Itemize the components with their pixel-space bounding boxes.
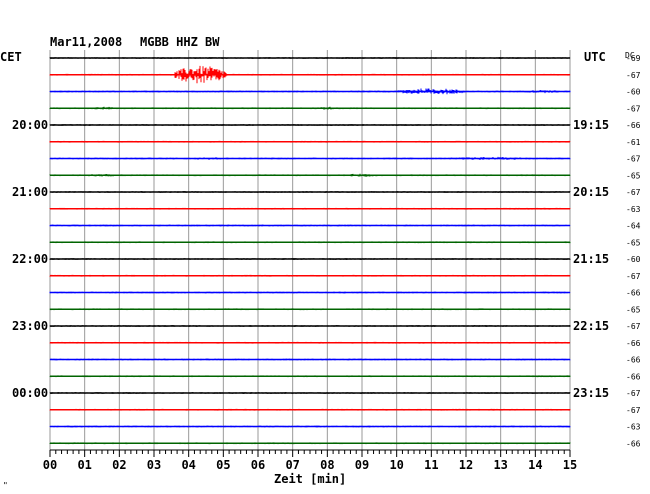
dc-offset-label: -66 [626, 439, 641, 448]
right-time-label: 23:15 [573, 386, 609, 400]
dc-offset-label: -67 [626, 272, 641, 281]
dc-offset-label: -66 [626, 121, 641, 130]
dc-offset-label: -67 [626, 322, 641, 331]
x-tick-label: 06 [251, 458, 265, 472]
x-tick-label: 07 [285, 458, 299, 472]
left-time-label: 21:00 [12, 185, 48, 199]
dc-offset-label: -65 [626, 238, 641, 247]
x-tick-label: 03 [147, 458, 161, 472]
dc-offset-label: -66 [626, 289, 641, 298]
dc-offset-label: -66 [626, 356, 641, 365]
dc-offset-label: -61 [626, 138, 641, 147]
left-time-label: 00:00 [12, 386, 48, 400]
dc-label: DC [625, 51, 635, 60]
left-time-label: 22:00 [12, 252, 48, 266]
traces: -69 -67 -60 -67 -66 -61 -67 -65 -67 -63 -64 -65 -60 -… [49, 54, 641, 448]
dc-offset-label: -67 [626, 155, 641, 164]
right-time-label: 20:15 [573, 185, 609, 199]
dc-offset-label: -63 [626, 205, 641, 214]
x-tick-label: 09 [355, 458, 369, 472]
x-tick-label: 02 [112, 458, 126, 472]
dc-offset-label: -67 [626, 389, 641, 398]
header-date: Mar11,2008 [50, 35, 122, 49]
dc-offset-label: -67 [626, 188, 641, 197]
right-timezone: UTC [584, 50, 606, 64]
dc-offset-label: -60 [626, 255, 641, 264]
labels: Mar11,2008 MGBB HHZ BW CET UTC DC Zeit [… [0, 35, 635, 490]
dc-offset-label: -64 [626, 222, 641, 231]
x-tick-label: 05 [216, 458, 230, 472]
x-tick-label: 08 [320, 458, 334, 472]
dc-offset-label: -66 [626, 339, 641, 348]
x-tick-label: 01 [77, 458, 91, 472]
dc-offset-label: -67 [626, 104, 641, 113]
x-tick-label: 11 [424, 458, 438, 472]
dc-offset-label: -66 [626, 372, 641, 381]
x-axis: 00 01 02 03 04 05 06 07 08 09 10 11 12 13 14 15 [43, 449, 577, 472]
left-timezone: CET [0, 50, 22, 64]
grid [49, 50, 571, 450]
left-time-label: 23:00 [12, 319, 48, 333]
dc-offset-label: -65 [626, 305, 641, 314]
header-station: MGBB HHZ BW [140, 35, 220, 49]
dc-offset-label: -65 [626, 171, 641, 180]
dc-offset-label: -69 [626, 54, 641, 63]
dc-offset-label: -67 [626, 71, 641, 80]
x-tick-label: 14 [528, 458, 542, 472]
x-tick-label: 04 [181, 458, 195, 472]
x-axis-label: Zeit [min] [274, 472, 346, 486]
right-time-label: 22:15 [573, 319, 609, 333]
x-tick-label: 13 [493, 458, 507, 472]
x-tick-label: 00 [43, 458, 57, 472]
dc-offset-label: -63 [626, 423, 641, 432]
dc-offset-label: -60 [626, 88, 641, 97]
x-tick-label: 12 [459, 458, 473, 472]
x-tick-label: 10 [389, 458, 403, 472]
left-time-label: 20:00 [12, 118, 48, 132]
right-time-label: 21:15 [573, 252, 609, 266]
x-tick-label: 15 [563, 458, 577, 472]
corner-mark: " [3, 481, 8, 490]
dc-offset-label: -67 [626, 406, 641, 415]
right-time-label: 19:15 [573, 118, 609, 132]
